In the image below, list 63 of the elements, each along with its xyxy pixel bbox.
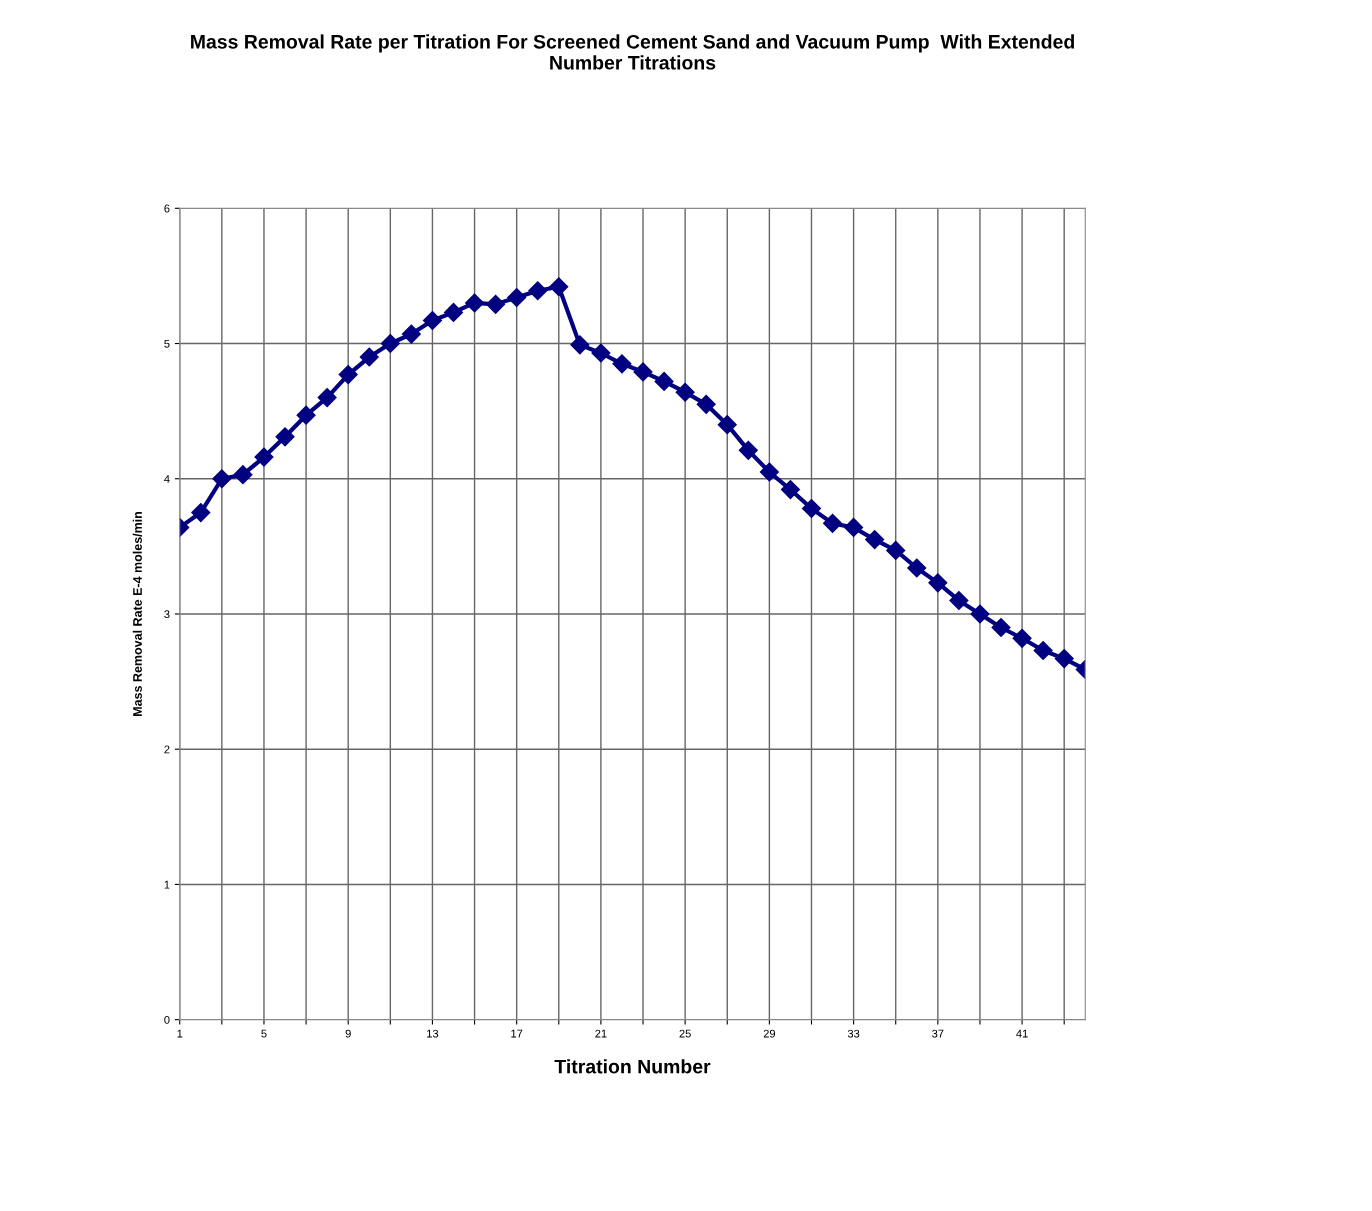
point [422, 310, 442, 331]
point [907, 558, 927, 578]
x-tick-label: 1 [177, 1029, 183, 1038]
point [633, 362, 653, 382]
y-tick-label: 3 [164, 610, 170, 619]
point [443, 302, 464, 322]
point [696, 394, 716, 414]
point [949, 590, 969, 610]
y-tick-label: 0 [164, 1015, 170, 1024]
y-tick-label: 1 [164, 880, 170, 889]
point [591, 343, 611, 363]
x-tick-label: 29 [763, 1029, 776, 1038]
point [970, 604, 990, 624]
point [380, 333, 400, 354]
point [738, 440, 758, 460]
y-tick-label: 5 [164, 339, 170, 348]
y-tick-label: 2 [164, 745, 170, 754]
x-tick-label: 17 [511, 1029, 523, 1038]
point [191, 503, 211, 523]
y-tick-label: 4 [164, 475, 170, 483]
x-tick-label: 37 [932, 1029, 944, 1038]
point [338, 365, 358, 385]
point [844, 517, 864, 537]
x-tick-label: 9 [345, 1029, 351, 1038]
point [886, 540, 906, 560]
point [275, 427, 295, 447]
point [465, 293, 485, 313]
x-tick-label: 5 [261, 1029, 267, 1038]
point [296, 405, 316, 425]
point [233, 465, 253, 485]
point [717, 415, 737, 435]
point [675, 382, 695, 402]
point [317, 388, 337, 408]
point [1033, 640, 1053, 661]
chart-title: Mass Removal Rate per Titration For Screened Cement Sand and Vacuum Pump With Extended Number Titrations [191, 34, 1074, 70]
x-tick-label: 25 [679, 1029, 691, 1038]
x-tick-label: 33 [847, 1029, 860, 1038]
point [486, 294, 506, 314]
point [991, 617, 1011, 638]
point [801, 498, 822, 519]
point [1012, 628, 1032, 648]
point [359, 347, 379, 367]
point [654, 371, 674, 391]
point [823, 513, 843, 533]
x-axis-title: Titration Number [554, 1059, 711, 1074]
point [212, 469, 232, 489]
point [1054, 649, 1074, 669]
point [254, 447, 274, 467]
point [928, 573, 948, 593]
y-axis-title: Mass Removal Rate E-4 moles/min [132, 511, 143, 716]
point [401, 324, 421, 344]
point [865, 530, 885, 550]
point [528, 281, 548, 301]
x-tick-label: 21 [595, 1029, 607, 1038]
point [507, 288, 527, 308]
x-tick-label: 13 [427, 1029, 439, 1038]
point [549, 277, 569, 297]
point [780, 480, 800, 500]
point [612, 354, 632, 374]
point [570, 335, 590, 355]
x-tick-label: 41 [1016, 1029, 1028, 1038]
point [759, 462, 779, 482]
y-tick-label: 6 [164, 204, 170, 213]
